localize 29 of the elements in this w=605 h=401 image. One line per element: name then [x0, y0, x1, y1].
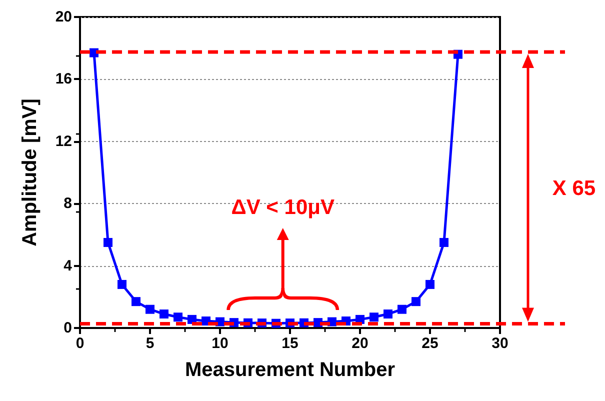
y-tick-label: 12 — [55, 132, 72, 150]
point — [384, 310, 392, 319]
y-tick-label: 20 — [55, 8, 72, 26]
x-axis-title: Measurement Number — [184, 359, 396, 381]
point — [160, 310, 168, 319]
y-tick-label: 4 — [64, 257, 73, 274]
point — [174, 312, 182, 322]
point — [412, 297, 420, 306]
point — [398, 304, 406, 314]
x-tick-label: 15 — [282, 335, 298, 352]
x-tick-label: 20 — [352, 335, 368, 352]
point — [146, 304, 154, 314]
point — [426, 280, 434, 289]
x-tick-label: 5 — [146, 335, 154, 352]
annotation: ΔV < 10μV — [231, 196, 334, 219]
x-tick-label: 0 — [76, 335, 84, 352]
point — [104, 238, 112, 247]
x-tick-label: 10 — [212, 335, 228, 352]
point — [440, 238, 448, 247]
text: X 65 — [552, 176, 596, 200]
y-tick-label: 16 — [55, 70, 72, 88]
y-tick-label: 0 — [64, 320, 72, 336]
y-tick-label: 8 — [64, 195, 72, 212]
point — [370, 312, 378, 322]
x-tick-label: 25 — [422, 335, 438, 352]
x-tick-label: 30 — [492, 335, 508, 352]
point — [118, 280, 126, 289]
y-axis-title: Amplitude [mV] — [19, 98, 41, 246]
point — [132, 297, 140, 306]
